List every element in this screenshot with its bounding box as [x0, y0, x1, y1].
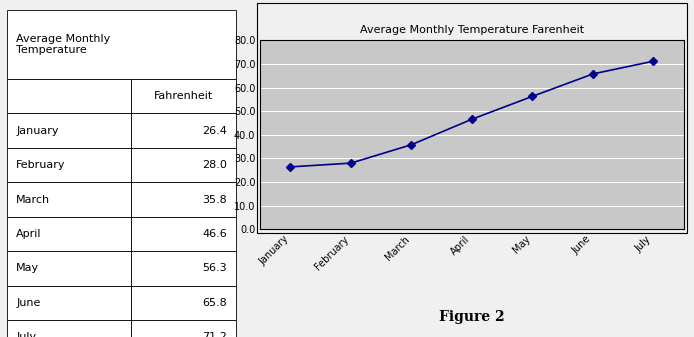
Bar	[7, 79, 130, 114]
Text: January: January	[16, 126, 58, 136]
Text: June: June	[16, 298, 40, 308]
Bar	[130, 148, 236, 182]
Text: 56.3: 56.3	[202, 264, 227, 274]
Text: 46.6: 46.6	[202, 229, 227, 239]
Bar	[130, 217, 236, 251]
Text: 71.2: 71.2	[202, 332, 227, 337]
Text: May: May	[16, 264, 40, 274]
Bar	[130, 286, 236, 320]
Bar	[130, 114, 236, 148]
Bar	[7, 251, 130, 286]
Text: July: July	[16, 332, 36, 337]
Text: 35.8: 35.8	[202, 194, 227, 205]
Bar	[130, 320, 236, 337]
Text: February: February	[16, 160, 66, 170]
Text: Average Monthly
Temperature: Average Monthly Temperature	[16, 34, 110, 55]
Bar	[7, 320, 130, 337]
Text: 65.8: 65.8	[202, 298, 227, 308]
Bar	[7, 148, 130, 182]
Bar	[130, 182, 236, 217]
Text: Figure 2: Figure 2	[439, 310, 505, 324]
Bar	[7, 182, 130, 217]
Text: April: April	[16, 229, 42, 239]
Text: March: March	[16, 194, 50, 205]
Bar	[7, 286, 130, 320]
Bar	[130, 79, 236, 114]
Text: 28.0: 28.0	[202, 160, 227, 170]
Text: Fahrenheit: Fahrenheit	[153, 91, 213, 101]
Bar	[7, 217, 130, 251]
Title: Average Monthly Temperature Farenheit: Average Monthly Temperature Farenheit	[360, 26, 584, 35]
Text: 26.4: 26.4	[202, 126, 227, 136]
Bar	[130, 251, 236, 286]
Bar	[7, 114, 130, 148]
Bar	[7, 10, 236, 79]
